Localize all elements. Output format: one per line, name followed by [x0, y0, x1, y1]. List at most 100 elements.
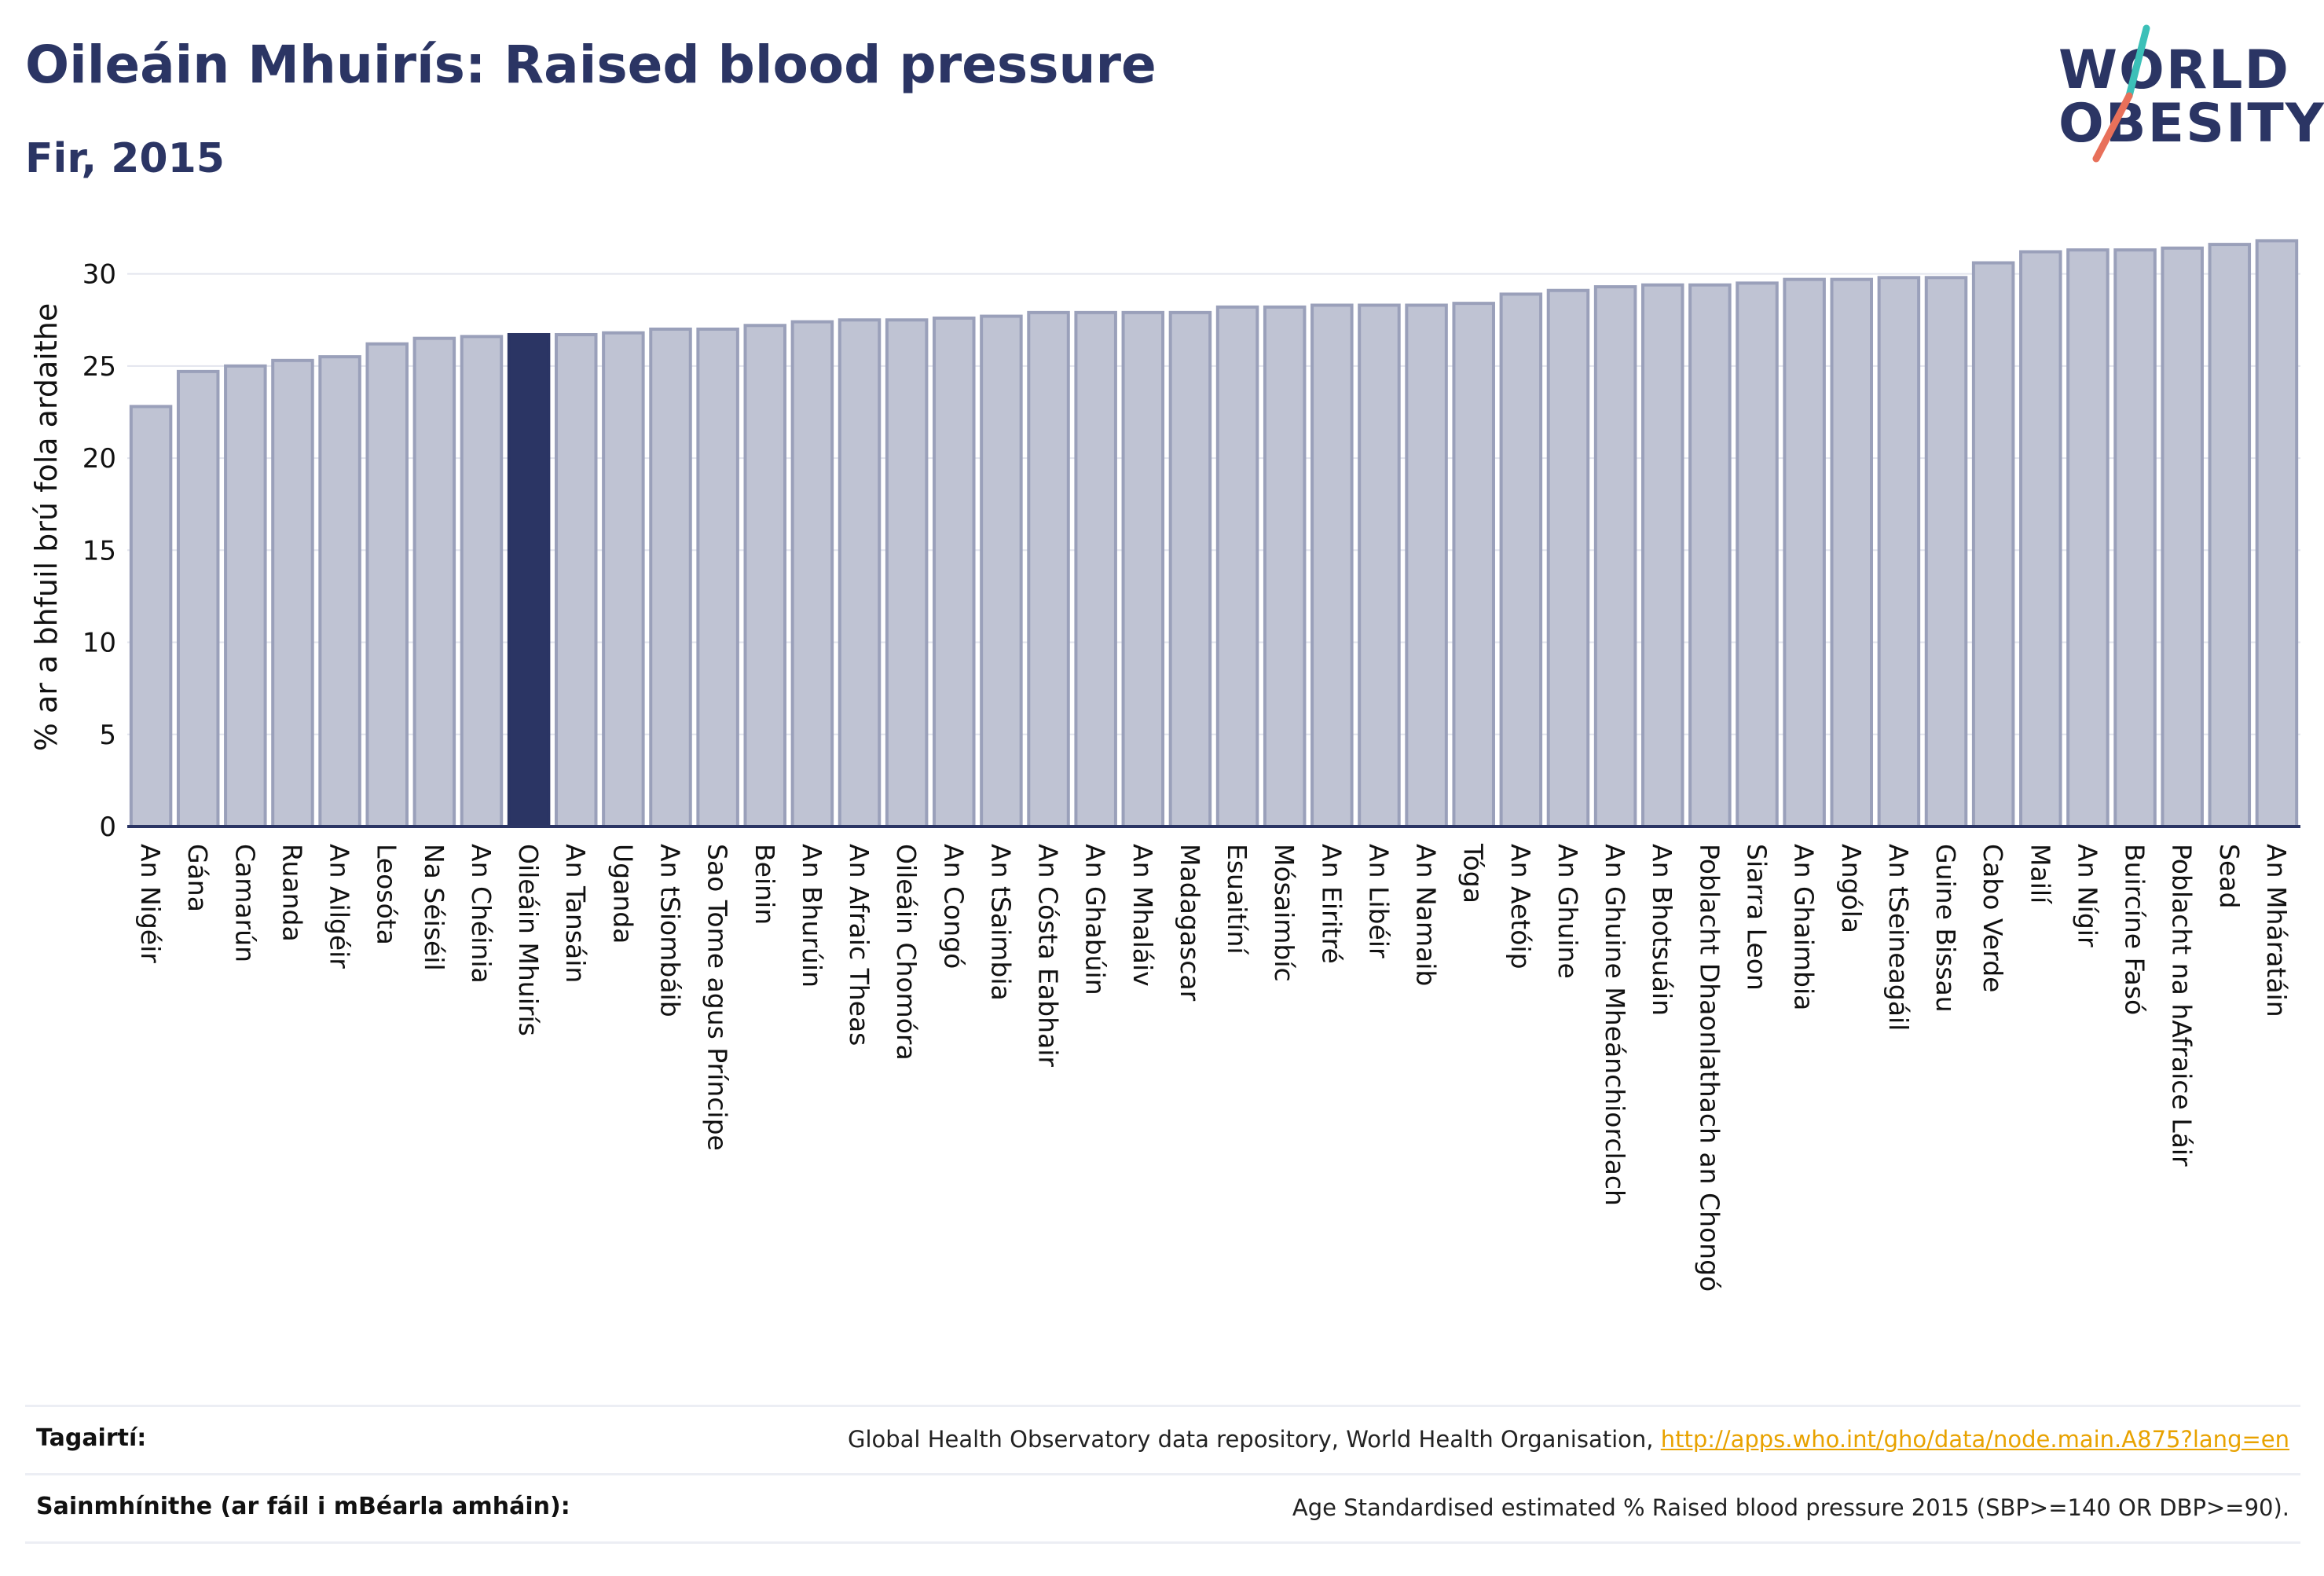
chart-subtitle: Fir, 2015	[25, 135, 225, 182]
x-tick-label: An Chéinia	[466, 844, 497, 984]
bar	[1263, 305, 1307, 828]
x-tick-label: An tSaimbia	[985, 844, 1016, 1001]
x-tick-label: An Libéir	[1363, 844, 1394, 958]
x-tick-label: Siarra Leon	[1742, 844, 1772, 991]
bar	[1924, 276, 1968, 828]
world-obesity-logo: WORLD OBESITY	[2052, 24, 2324, 165]
bar	[460, 335, 504, 828]
x-tick-label: Esuaitíní	[1222, 844, 1252, 955]
x-tick-label: An tSeineagáil	[1883, 844, 1914, 1031]
x-tick-label: An Mháratáin	[2261, 844, 2292, 1017]
x-tick-label: Cabo Verde	[1978, 844, 2008, 992]
x-tick-label: An Ghuine Mheánchiorclach	[1600, 844, 1630, 1206]
bar	[696, 327, 739, 828]
bar	[1452, 302, 1495, 829]
bar	[1121, 310, 1165, 828]
bar	[1783, 277, 1826, 828]
bar	[2161, 246, 2204, 828]
x-tick-label: An Afraic Theas	[844, 844, 874, 1046]
x-tick-label: Uganda	[607, 844, 638, 944]
y-tick-label: 20	[82, 443, 116, 475]
x-tick-label: Angóla	[1836, 844, 1867, 933]
y-axis-ticks: 0 5 10 15 20 25 30	[82, 259, 116, 843]
y-axis-label: % ar a bhfuil brú fola ardaithe	[29, 303, 64, 751]
bar	[980, 314, 1023, 828]
bar	[1358, 303, 1401, 829]
x-tick-label: Mailí	[2025, 844, 2055, 905]
bar	[1310, 303, 1354, 829]
x-tick-label: Tóga	[1458, 843, 1489, 903]
bar	[933, 316, 976, 828]
x-tick-label: Buircíne Fasó	[2120, 844, 2150, 1015]
bar	[838, 318, 882, 828]
y-tick-label: 15	[82, 535, 116, 566]
x-tick-label: Madagascar	[1175, 844, 1205, 1002]
chart-title: Oileáin Mhuirís: Raised blood pressure	[25, 35, 1157, 95]
bar	[1971, 261, 2015, 829]
bar	[129, 405, 173, 828]
bar	[224, 364, 267, 829]
x-tick-label: Na Séiséil	[419, 844, 449, 971]
footer-table: Tagairtí: Global Health Observatory data…	[25, 1405, 2300, 1544]
references-label: Tagairtí:	[36, 1424, 147, 1452]
x-tick-label: An Nigéir	[135, 844, 166, 963]
bar	[1830, 277, 1874, 828]
x-tick-label: An Namaib	[1411, 844, 1442, 986]
bar	[1640, 283, 1684, 828]
bar-highlighted	[507, 332, 551, 829]
x-tick-label: Gána	[182, 844, 213, 912]
x-tick-label: An Aetóip	[1505, 844, 1536, 969]
bar	[176, 369, 220, 828]
x-tick-label: Guine Bissau	[1930, 844, 1961, 1013]
x-tick-label: Poblacht Dhaonlathach an Chongó	[1694, 844, 1725, 1292]
logo-line-1: WORLD	[2058, 39, 2290, 101]
x-tick-label: Oileáin Mhuirís	[513, 844, 544, 1036]
bar	[649, 327, 692, 828]
x-tick-label: Poblacht na hAfraice Láir	[2167, 844, 2198, 1167]
y-tick-label: 5	[99, 720, 116, 751]
bar	[1688, 283, 1732, 828]
y-tick-label: 0	[99, 812, 116, 843]
y-tick-label: 10	[82, 628, 116, 659]
x-tick-label: An Ailgéir	[324, 844, 355, 969]
bar	[602, 331, 645, 828]
bar	[1027, 310, 1070, 828]
bar	[412, 336, 456, 828]
references-text: Global Health Observatory data repositor…	[847, 1426, 1661, 1453]
bar	[1215, 305, 1259, 828]
x-tick-label: Mósaimbíc	[1269, 844, 1299, 982]
x-tick-label: An Mhaláiv	[1127, 844, 1158, 987]
x-tick-label: Leosóta	[372, 844, 402, 945]
bar	[2255, 239, 2299, 828]
bar	[1546, 288, 1590, 828]
bars	[129, 239, 2299, 829]
bar	[1593, 285, 1637, 828]
bar	[1074, 310, 1117, 828]
bar	[790, 320, 834, 828]
x-tick-label: Sead	[2214, 844, 2245, 908]
references-link[interactable]: http://apps.who.int/gho/data/node.main.A…	[1660, 1426, 2289, 1453]
bar	[743, 324, 787, 829]
x-tick-label: An Eiritré	[1316, 844, 1347, 964]
definitions-row: Sainmhínithe (ar fáil i mBéarla amháin):…	[25, 1473, 2300, 1544]
bar	[1168, 310, 1212, 828]
x-tick-label: An Ghuine	[1552, 844, 1583, 979]
x-tick-label: An Ghabúin	[1080, 844, 1111, 995]
x-tick-label: An Bhurúin	[797, 844, 827, 988]
bar	[365, 342, 409, 828]
x-tick-label: Sao Tome agus Príncipe	[702, 844, 733, 1151]
references-value: Global Health Observatory data repositor…	[848, 1426, 2289, 1453]
x-tick-label: Oileáin Chomóra	[891, 844, 922, 1061]
definitions-label: Sainmhínithe (ar fáil i mBéarla amháin):	[36, 1493, 570, 1520]
definitions-value: Age Standardised estimated % Raised bloo…	[1292, 1494, 2289, 1521]
x-tick-label: An Ghaimbia	[1789, 844, 1820, 1010]
bar	[271, 358, 314, 828]
x-tick-label: Camarún	[229, 844, 260, 962]
bar	[2019, 250, 2062, 829]
bar	[1499, 292, 1543, 829]
bar	[554, 332, 598, 829]
bar	[2208, 243, 2252, 828]
x-tick-label: An tSiombáib	[655, 844, 686, 1017]
bar	[2066, 248, 2110, 828]
